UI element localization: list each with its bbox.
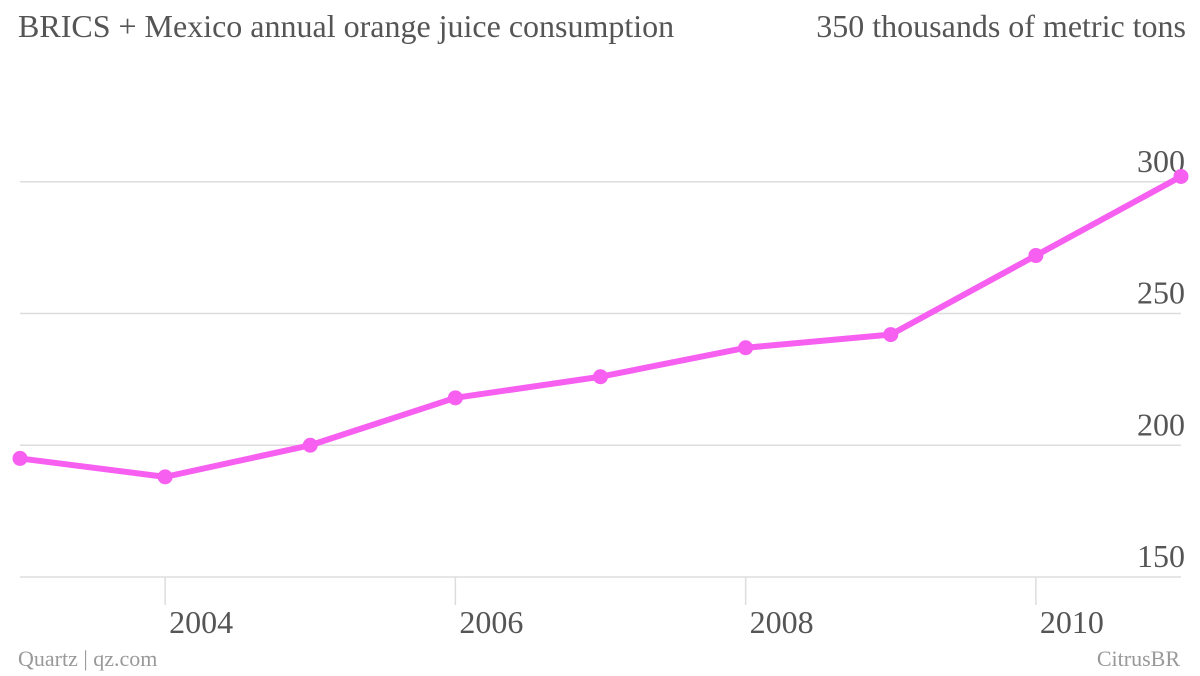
- x-axis-tick-labels: 2004 2006 2008 2010: [169, 604, 1104, 640]
- x-tick-label-2006: 2006: [459, 604, 523, 640]
- data-point-2003: [12, 450, 28, 466]
- data-point-2004: [157, 469, 173, 485]
- footer-credit: Quartz | qz.com: [18, 646, 158, 671]
- x-tick-label-2010: 2010: [1040, 604, 1104, 640]
- series-line: [17, 173, 1184, 480]
- y-tick-label-150: 150: [1137, 538, 1185, 574]
- gridlines: [20, 181, 1181, 578]
- data-point-2005: [302, 437, 318, 453]
- y-tick-label-200: 200: [1137, 406, 1185, 442]
- footer-source: CitrusBR: [1096, 646, 1180, 671]
- x-tick-label-2004: 2004: [169, 604, 233, 640]
- data-point-2011: [1173, 168, 1189, 184]
- x-axis-ticks: [164, 577, 1037, 605]
- chart-title: BRICS + Mexico annual orange juice consu…: [18, 8, 675, 44]
- x-tick-label-2008: 2008: [750, 604, 814, 640]
- data-point-2009: [883, 327, 899, 343]
- series-consumption: [12, 168, 1189, 485]
- data-point-2006: [447, 390, 463, 406]
- y-axis-unit-label: 350 thousands of metric tons: [816, 8, 1186, 44]
- y-tick-label-250: 250: [1137, 275, 1185, 311]
- data-point-2008: [738, 340, 754, 356]
- data-point-2010: [1028, 248, 1044, 264]
- data-point-2007: [593, 369, 608, 385]
